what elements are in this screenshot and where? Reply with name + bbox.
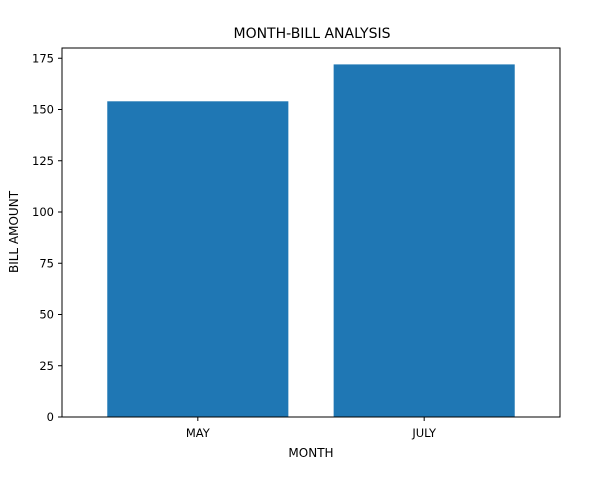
y-tick-label: 25 — [39, 359, 54, 373]
y-axis-label: BILL AMOUNT — [7, 190, 21, 273]
x-axis-ticks: MAY JULY — [186, 417, 437, 440]
bar-july — [333, 64, 515, 418]
y-tick-label: 150 — [32, 103, 54, 117]
y-tick-label: 50 — [39, 308, 54, 322]
y-tick-label: 175 — [32, 51, 54, 65]
x-tick-label: MAY — [186, 426, 211, 440]
y-tick-label: 125 — [32, 154, 54, 168]
y-axis-ticks: 0 25 50 75 100 125 150 175 — [32, 51, 62, 424]
y-tick-label: 0 — [47, 410, 54, 424]
plot-frame — [61, 47, 561, 418]
x-tick-label: JULY — [411, 426, 437, 440]
chart-title: MONTH-BILL ANALYSIS — [233, 26, 390, 42]
bars-layer — [107, 64, 515, 418]
bar-may — [107, 101, 289, 418]
x-axis-label: MONTH — [288, 446, 333, 460]
y-tick-label: 75 — [39, 256, 54, 270]
y-tick-label: 100 — [32, 205, 54, 219]
